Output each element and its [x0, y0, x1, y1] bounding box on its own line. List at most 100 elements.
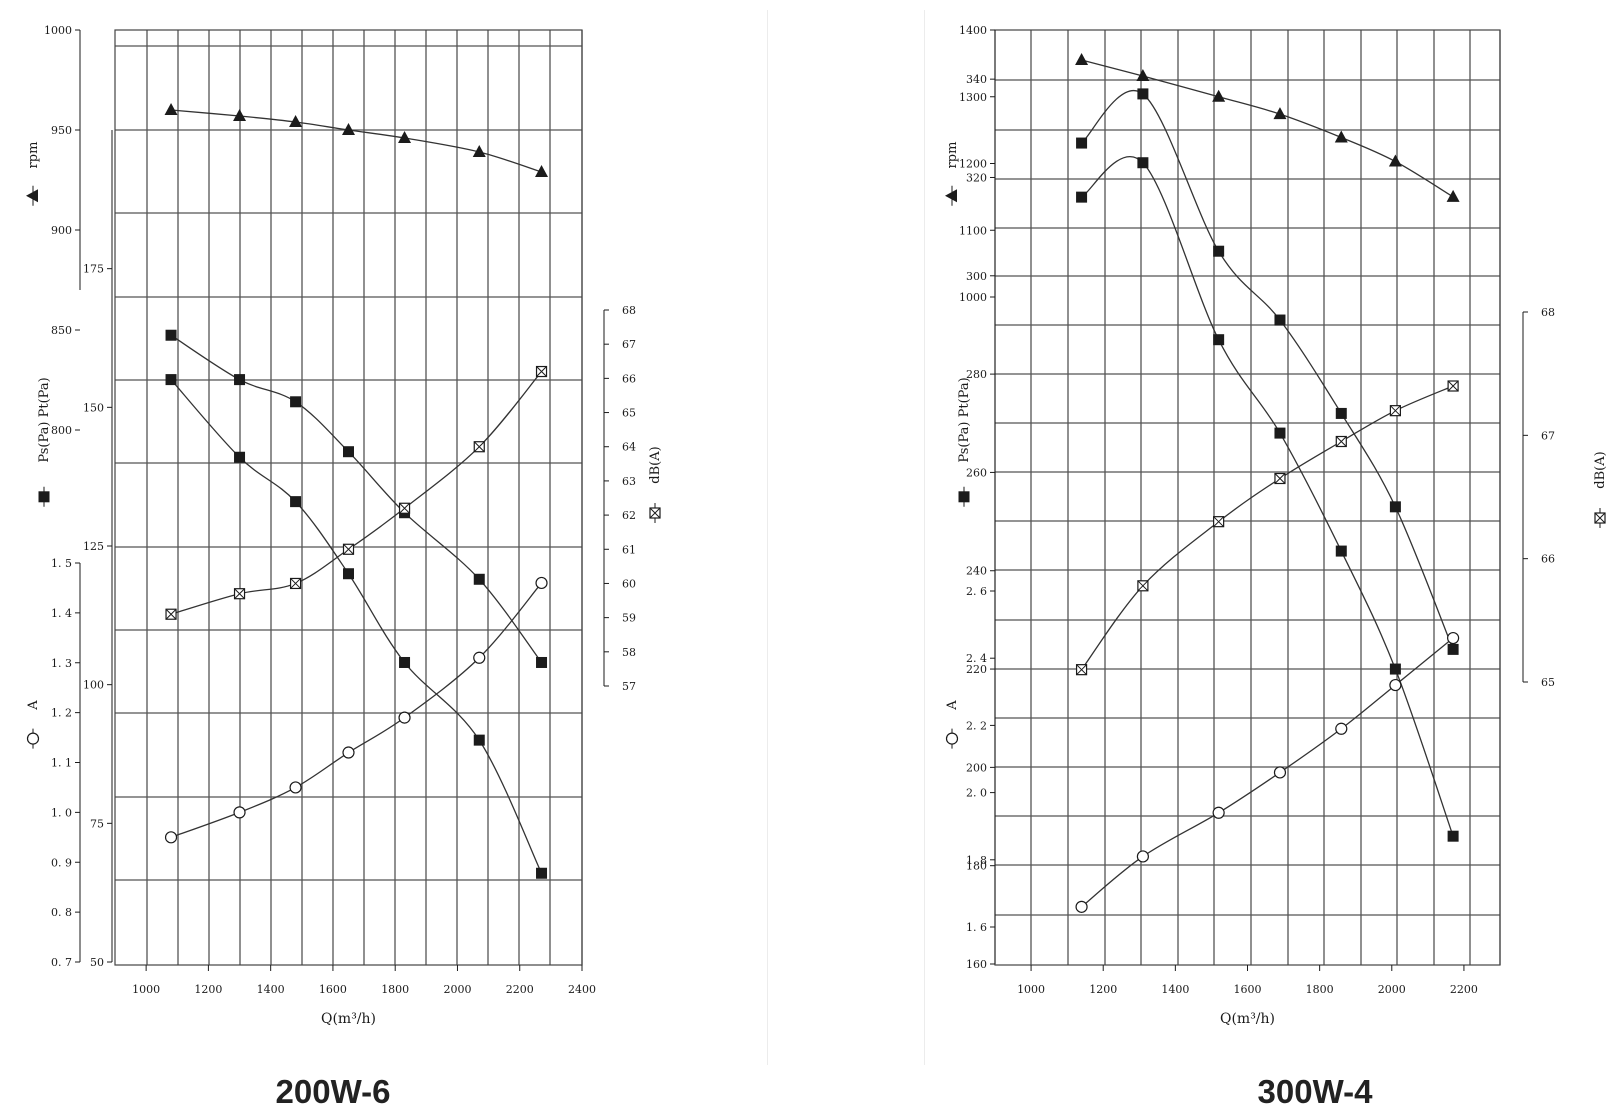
data-point-1-1-5 — [1389, 501, 1401, 513]
data-point-1-1-2 — [1213, 245, 1225, 257]
data-point-0-2-2 — [290, 496, 302, 508]
plot-frame-0 — [114, 29, 583, 966]
data-point-0-2-5 — [473, 734, 485, 746]
data-point-0-2-1 — [234, 451, 246, 463]
db-axis-legend-1: dB(A) — [1593, 451, 1608, 528]
amp-tick-label-1-5: 1. 6 — [966, 921, 987, 934]
rpm-tick-label-1-1: 1300 — [959, 91, 987, 104]
x-tick-label-0-1: 1200 — [194, 983, 222, 996]
db-tick-label-1-2: 66 — [1541, 553, 1555, 566]
x-tick-label-1-1: 1200 — [1089, 983, 1117, 996]
amp-tick-label-1-3: 2. 0 — [966, 787, 987, 800]
amp-tick-label-1-0: 2. 6 — [966, 585, 987, 598]
series-0-3 — [165, 365, 548, 620]
amp-tick-label-0-5: 1. 0 — [51, 806, 72, 819]
pa-tick-label-1-8: 180 — [966, 860, 987, 873]
x-tick-label-0-4: 1800 — [381, 983, 409, 996]
data-point-0-4-0 — [164, 831, 178, 844]
data-point-1-3-6 — [1447, 380, 1459, 392]
x-tick-label-0-2: 1400 — [257, 983, 285, 996]
data-point-1-4-0 — [1075, 900, 1088, 913]
data-point-0-0-5 — [472, 145, 486, 157]
series-0-2 — [165, 374, 548, 879]
series-curve-0-0 — [170, 109, 542, 173]
x-tick-label-1-6: 2200 — [1450, 983, 1478, 996]
pa-tick-label-1-0: 340 — [966, 73, 987, 86]
pa-legend-marker-1 — [958, 491, 970, 503]
series-1-0 — [1075, 53, 1460, 202]
data-point-1-2-0 — [1076, 191, 1088, 203]
chart-caption-300w-4: 300W-4 — [1257, 1073, 1373, 1110]
db-axis-0: 68 67 66 65 64 63 62 61 60 59 58 57 dB(A) — [603, 304, 663, 693]
pa-tick-label-1-1: 320 — [966, 171, 987, 184]
amp-axis-1: 2. 6 2. 4 2. 2 2. 0 1. 8 1. 6 A — [945, 585, 996, 934]
rpm-axis-legend-0: rpm — [26, 142, 41, 206]
rpm-axis-label-0: rpm — [26, 142, 41, 169]
series-curve-0-3 — [170, 371, 543, 615]
db-tick-label-0-10: 58 — [622, 646, 636, 659]
pa-tick-label-0-1: 150 — [83, 401, 104, 414]
rpm-tick-label-0-0: 1000 — [44, 24, 72, 37]
grid-0 — [115, 30, 583, 965]
data-point-1-2-3 — [1274, 427, 1286, 439]
data-point-1-3-5-cross — [1390, 405, 1401, 417]
panel-separator-left — [767, 10, 768, 1065]
rpm-axis-legend-1: rpm — [945, 142, 960, 206]
data-point-0-3-0 — [165, 608, 177, 620]
db-legend-marker-0 — [649, 507, 661, 519]
db-tick-label-0-4: 64 — [622, 441, 636, 454]
db-tick-label-0-1: 67 — [622, 338, 636, 351]
db-tick-label-0-0: 68 — [622, 304, 636, 317]
data-point-0-3-4-cross — [399, 502, 410, 514]
pa-tick-label-1-9: 160 — [966, 958, 987, 971]
data-point-1-3-3-cross — [1274, 473, 1286, 484]
data-point-1-3-4-cross — [1335, 436, 1347, 447]
pa-tick-label-0-0: 175 — [83, 263, 104, 276]
db-tick-label-1-0: 68 — [1541, 306, 1555, 319]
data-point-0-3-2-cross — [290, 578, 301, 589]
pa-axis-label-1: Ps(Pa) Pt(Pa) — [957, 377, 972, 462]
data-point-1-3-0 — [1075, 664, 1088, 676]
series-0-4 — [164, 576, 548, 844]
data-point-0-4-1 — [233, 806, 246, 819]
data-point-1-1-3 — [1274, 314, 1286, 326]
rpm-tick-label-0-2: 900 — [51, 224, 72, 237]
data-point-0-4-3 — [342, 746, 355, 759]
pa-axis-legend-1: Ps(Pa) Pt(Pa) — [957, 377, 972, 507]
data-point-1-3-1 — [1137, 580, 1149, 592]
data-point-1-4-1 — [1136, 850, 1149, 863]
data-point-1-0-1 — [1136, 69, 1150, 82]
amp-tick-label-0-7: 0. 8 — [51, 906, 72, 919]
data-point-0-3-2 — [289, 577, 302, 590]
db-tick-label-0-3: 65 — [622, 407, 636, 420]
x-tick-label-0-7: 2400 — [568, 983, 596, 996]
db-tick-label-0-2: 66 — [622, 372, 636, 385]
amp-tick-label-1-4: 1. 8 — [966, 854, 987, 867]
amp-tick-label-0-0: 1. 5 — [51, 557, 72, 570]
rpm-tick-label-1-0: 1400 — [959, 24, 987, 37]
data-point-0-3-5 — [473, 441, 485, 453]
pa-legend-marker-0 — [38, 491, 50, 503]
plot-frame-1 — [994, 29, 1501, 966]
panel-separator-right — [924, 10, 925, 1065]
data-point-1-3-2 — [1213, 516, 1225, 528]
rpm-tick-label-0-4: 800 — [51, 424, 72, 437]
data-point-1-0-5 — [1388, 154, 1402, 167]
data-point-0-1-5 — [473, 573, 485, 585]
series-1-3 — [1075, 380, 1459, 676]
amp-tick-label-1-2: 2. 2 — [966, 719, 987, 732]
chart-1: 1000 1200 1400 1600 1800 2000 2200Q(m³/h)14001… — [945, 24, 1608, 1027]
data-point-0-1-3 — [343, 446, 354, 458]
amp-tick-label-0-4: 1. 1 — [51, 757, 72, 770]
data-point-1-3-3 — [1274, 472, 1286, 485]
data-point-1-1-4 — [1335, 407, 1347, 419]
chart-0: 1000 1200 1400 1600 1800 2000 2200 2400 Q(m³/h) 1… — [26, 24, 663, 1027]
amp-tick-label-0-3: 1. 2 — [51, 707, 72, 720]
data-point-1-0-4 — [1334, 130, 1348, 143]
db-tick-label-1-1: 67 — [1541, 429, 1555, 442]
data-point-1-2-5 — [1389, 663, 1401, 675]
series-1-4 — [1075, 631, 1460, 913]
db-tick-label-0-8: 60 — [622, 577, 636, 590]
db-legend-marker-1 — [1594, 512, 1606, 524]
